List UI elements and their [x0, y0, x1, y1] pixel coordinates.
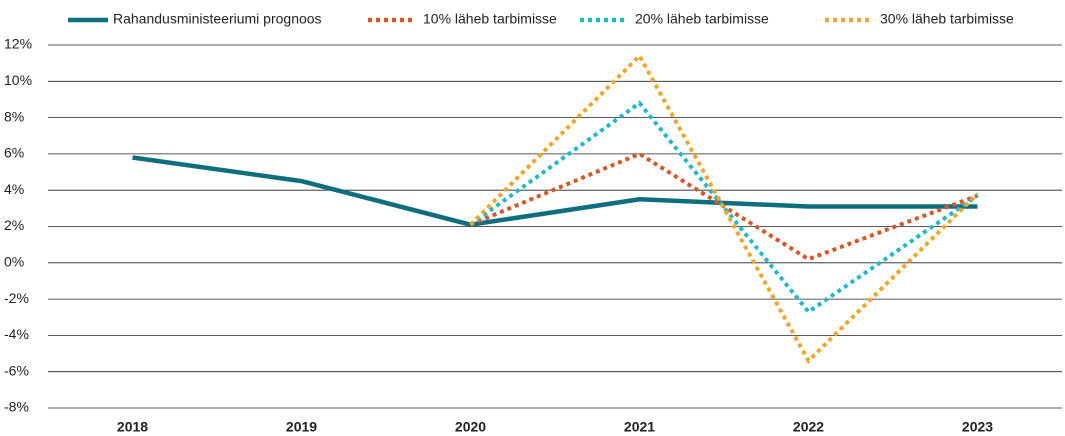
y-tick-label: 4% — [4, 181, 24, 197]
y-tick-label: -6% — [4, 362, 29, 378]
y-tick-label: 12% — [4, 36, 32, 52]
x-tick-label: 2019 — [286, 419, 317, 435]
series-line — [469, 52, 979, 365]
y-tick-label: 8% — [4, 108, 24, 124]
legend-label: 20% läheb tarbimisse — [635, 11, 769, 27]
legend-label: 10% läheb tarbimisse — [423, 11, 557, 27]
series-line — [469, 100, 979, 315]
y-tick-label: 2% — [4, 217, 24, 233]
legend-label: 30% läheb tarbimisse — [880, 11, 1014, 27]
y-tick-label: 10% — [4, 72, 32, 88]
y-tick-label: 0% — [4, 254, 24, 270]
y-tick-label: -2% — [4, 290, 29, 306]
y-tick-label: -8% — [4, 399, 29, 415]
x-tick-label: 2021 — [624, 419, 655, 435]
x-tick-label: 2023 — [962, 419, 993, 435]
series-line — [132, 155, 978, 227]
y-tick-label: 6% — [4, 145, 24, 161]
x-tick-label: 2018 — [117, 419, 148, 435]
y-tick-label: -4% — [4, 326, 29, 342]
x-tick-label: 2022 — [793, 419, 824, 435]
legend-label: Rahandusministeeriumi prognoos — [113, 11, 322, 27]
x-tick-label: 2020 — [455, 419, 486, 435]
